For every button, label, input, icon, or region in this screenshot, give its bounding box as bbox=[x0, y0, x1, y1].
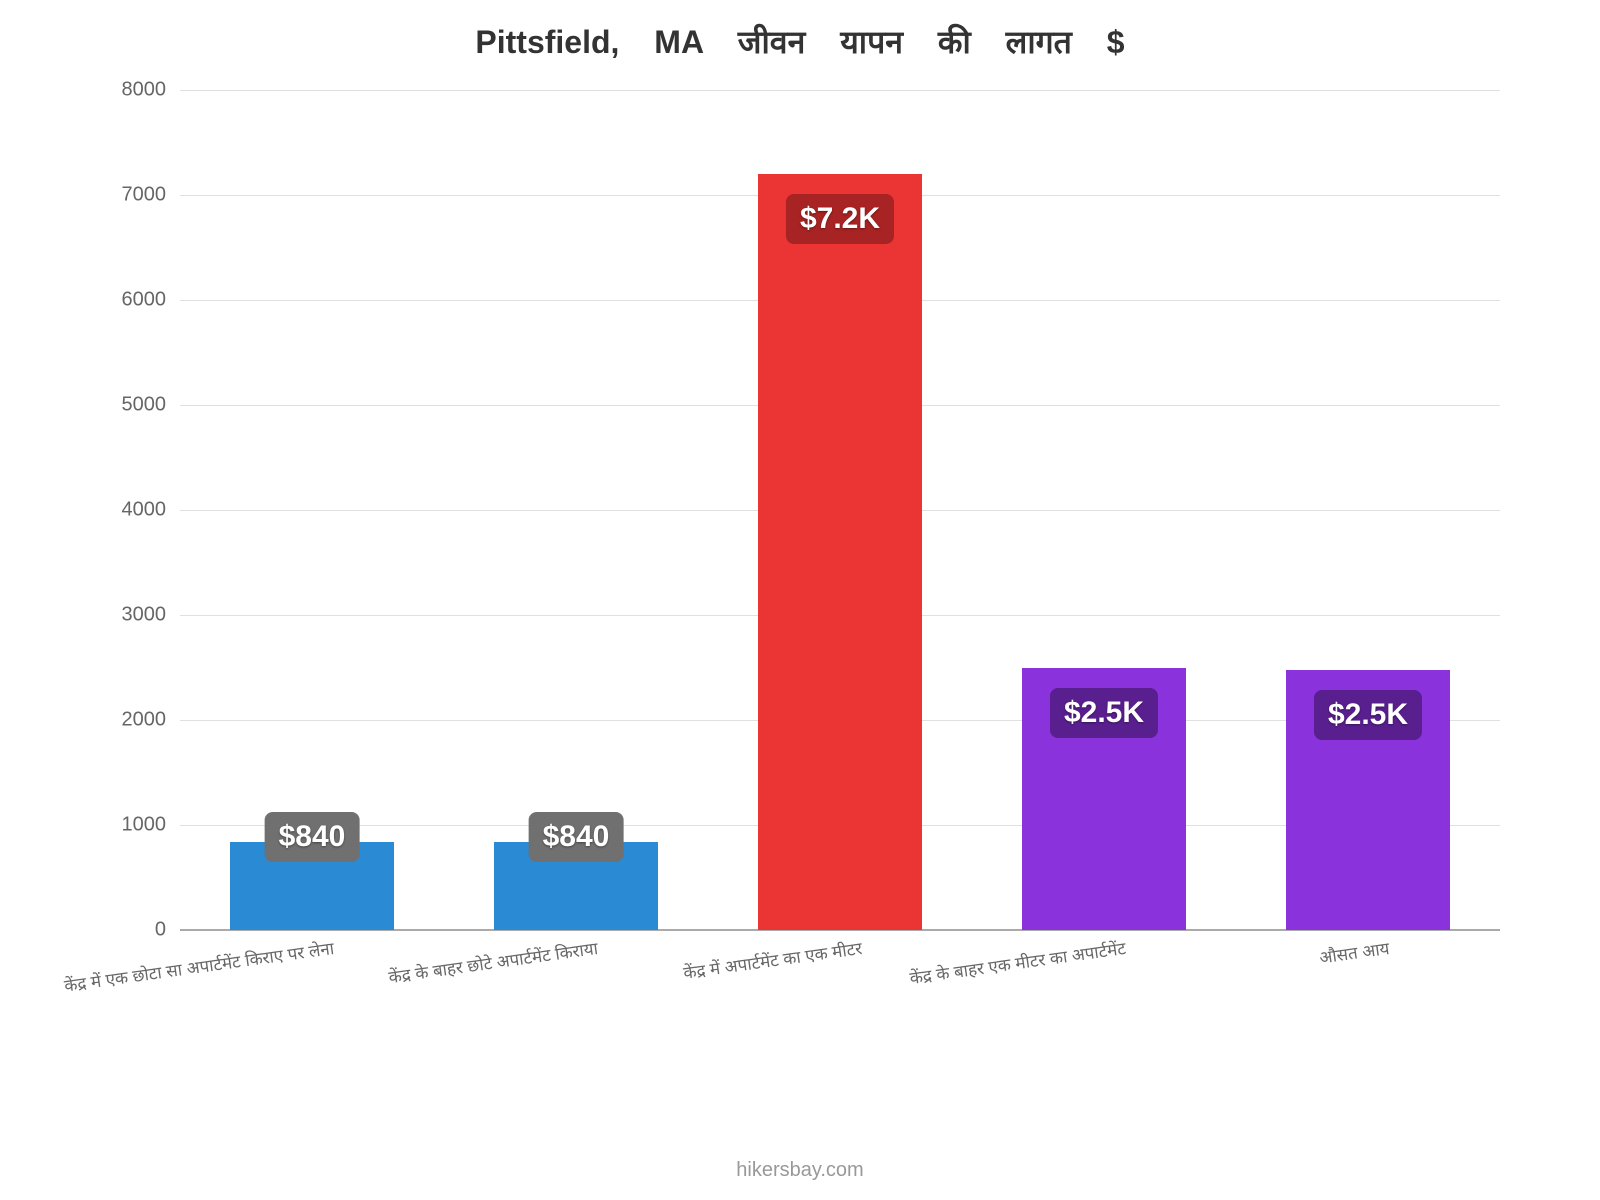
y-tick-label: 5000 bbox=[122, 394, 181, 417]
y-tick-label: 3000 bbox=[122, 604, 181, 627]
x-tick-label: औसत आय bbox=[1318, 936, 1391, 969]
y-tick-label: 8000 bbox=[122, 79, 181, 102]
y-tick-label: 7000 bbox=[122, 184, 181, 207]
bar-value-label: $7.2K bbox=[786, 194, 894, 244]
bar: $840 bbox=[494, 842, 658, 930]
y-tick-label: 0 bbox=[155, 919, 180, 942]
bar: $7.2K bbox=[758, 174, 922, 930]
y-tick-label: 1000 bbox=[122, 814, 181, 837]
x-tick-label: केंद्र के बाहर एक मीटर का अपार्टमेंट bbox=[908, 936, 1127, 989]
chart-title: Pittsfield, MA जीवन यापन की लागत $ bbox=[60, 20, 1540, 63]
bar-value-label: $840 bbox=[265, 812, 360, 862]
x-tick-label: केंद्र के बाहर छोटे अपार्टमेंट किराया bbox=[387, 936, 599, 988]
x-tick-label: केंद्र में एक छोटा सा अपार्टमेंट किराए प… bbox=[62, 936, 335, 997]
y-tick-label: 2000 bbox=[122, 709, 181, 732]
bar: $2.5K bbox=[1286, 670, 1450, 930]
grid-line bbox=[180, 90, 1500, 91]
bar-value-label: $840 bbox=[529, 812, 624, 862]
cost-of-living-chart: Pittsfield, MA जीवन यापन की लागत $ 01000… bbox=[60, 20, 1540, 1100]
bar: $2.5K bbox=[1022, 668, 1186, 931]
chart-plot-area: 010002000300040005000600070008000$840कें… bbox=[180, 90, 1500, 930]
y-tick-label: 4000 bbox=[122, 499, 181, 522]
bar-value-label: $2.5K bbox=[1314, 690, 1422, 740]
watermark-text: hikersbay.com bbox=[0, 1159, 1600, 1182]
bar: $840 bbox=[230, 842, 394, 930]
y-tick-label: 6000 bbox=[122, 289, 181, 312]
bar-value-label: $2.5K bbox=[1050, 688, 1158, 738]
x-tick-label: केंद्र में अपार्टमेंट का एक मीटर bbox=[682, 936, 864, 984]
